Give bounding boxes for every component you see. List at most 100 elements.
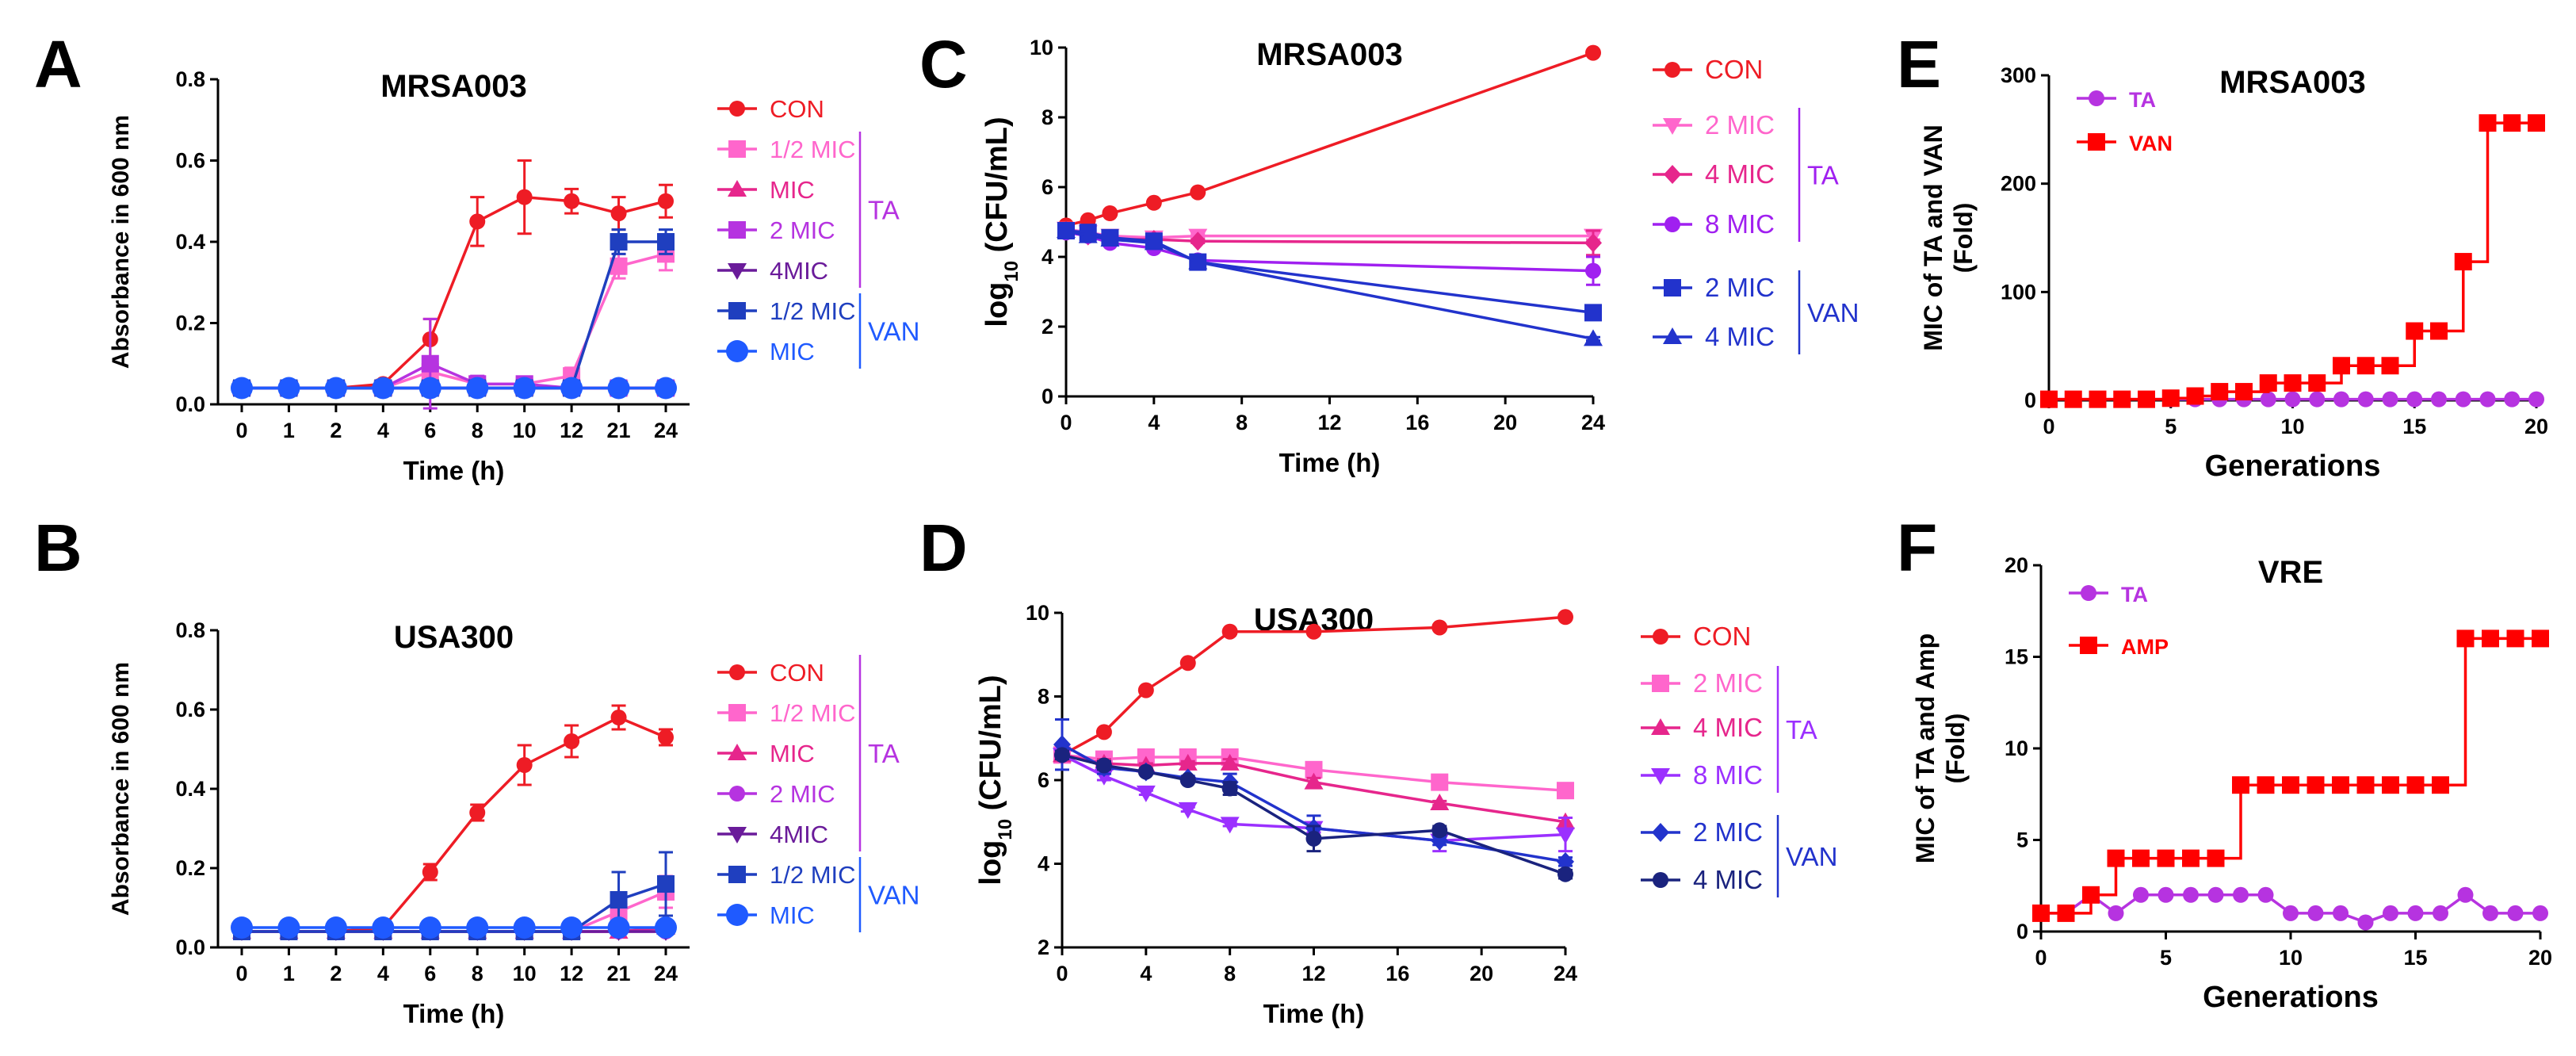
chart-F: F 0 5 10 15 20 0 5 10 15 20 VRE Generations MIC of TA… (1897, 511, 2552, 1014)
data-point (466, 377, 489, 400)
data-point (231, 377, 253, 400)
x-axis-label: Generations (2205, 450, 2381, 483)
x-tick-label: 15 (2403, 946, 2427, 970)
series-8-mic (1058, 224, 1601, 286)
data-point (2283, 905, 2299, 921)
data-point (1557, 782, 1574, 800)
series-line (1061, 615, 1566, 756)
data-point (1190, 184, 1206, 201)
legend-marker (728, 263, 747, 280)
legend-marker (1651, 768, 1670, 785)
legend-entry: AMP (2069, 635, 2169, 659)
x-tick-label: 8 (1224, 962, 1236, 985)
legend-entry: 2 MIC (1653, 110, 1775, 140)
x-tick-label: 20 (1493, 411, 1517, 434)
data-point (2431, 391, 2447, 407)
legend-group-label: TA (868, 196, 900, 225)
legend-entry: 2 MIC (1641, 668, 1763, 698)
data-point (2157, 886, 2174, 903)
legend-marker (728, 744, 747, 760)
legend-entry: CON (1653, 55, 1763, 84)
x-tick-label: 24 (1554, 962, 1577, 985)
legend-label: TA (2121, 583, 2148, 606)
data-point (1430, 794, 1450, 811)
data-point (1179, 772, 1196, 788)
data-point (657, 875, 675, 893)
data-point (2482, 629, 2499, 648)
legend-group-label: VAN (1807, 298, 1859, 327)
x-tick-label: 4 (377, 962, 389, 985)
y-tick-label: 6 (1041, 175, 1053, 199)
data-point (1584, 329, 1603, 346)
legend-marker (1664, 216, 1680, 232)
data-point (1220, 753, 1240, 771)
data-point (1137, 682, 1154, 698)
legend-marker (728, 180, 747, 197)
data-point (2356, 357, 2375, 375)
data-point (324, 916, 347, 939)
data-point (469, 213, 486, 230)
legend-entry: 4MIC (717, 821, 828, 848)
x-tick-label: 24 (654, 962, 678, 985)
data-point (2333, 905, 2349, 921)
data-point (564, 193, 580, 209)
y-axis-label: log10 (CFU/mL) (980, 117, 1022, 327)
chart-title: USA300 (394, 620, 514, 655)
y-tick-label: 0.6 (175, 149, 205, 173)
series-con (234, 704, 674, 939)
series-line (2041, 637, 2540, 915)
y-tick-label: 0.6 (175, 698, 205, 721)
x-tick-label: 2 (330, 419, 342, 442)
data-point (1557, 609, 1573, 626)
data-point (1137, 763, 1154, 780)
data-point (607, 916, 630, 939)
series-line (242, 252, 667, 390)
data-point (655, 916, 677, 939)
panel-letter-B: B (34, 511, 82, 585)
x-tick-label: 8 (1236, 411, 1248, 434)
legend-marker (728, 827, 747, 844)
data-point (2133, 886, 2149, 903)
data-point (610, 710, 627, 725)
x-tick-label: 12 (1301, 962, 1325, 985)
legend-label: 8 MIC (1705, 209, 1775, 239)
legend-label: 1/2 MIC (770, 297, 856, 325)
data-point (658, 729, 674, 745)
x-axis-label: Generations (2203, 981, 2379, 1014)
chart-title: MRSA003 (1256, 37, 1403, 72)
data-point (466, 916, 489, 939)
data-point (2138, 390, 2155, 408)
chart-A: A0.00.20.40.60.80 1 2 4 6 8 10 12 21 24MRSA003Tim… (34, 27, 919, 485)
legend-marker (1651, 718, 1670, 735)
legend-marker (2080, 637, 2097, 654)
y-axis-label: Absorbance in 600 nm (108, 115, 134, 369)
data-point (324, 377, 347, 400)
y-tick-label: 4 (1038, 852, 1049, 876)
legend-marker (1652, 823, 1669, 842)
panel-letter-E: E (1897, 27, 1941, 101)
data-point (564, 733, 580, 749)
series-line (242, 362, 666, 390)
data-point (2235, 383, 2253, 401)
y-tick-label: 0.2 (175, 856, 205, 880)
data-point (2309, 391, 2326, 407)
data-point (1585, 262, 1601, 279)
data-point (2506, 629, 2524, 648)
y-tick-label: 10 (1026, 601, 1049, 625)
legend-label: 4 MIC (1705, 322, 1775, 351)
x-tick-label: 1 (283, 962, 295, 985)
legend-label: 1/2 MIC (770, 861, 856, 889)
data-point (1102, 205, 1118, 221)
legend-marker (2088, 133, 2105, 151)
series-con (1058, 44, 1601, 234)
x-tick-label: 10 (2279, 946, 2303, 970)
data-point (2211, 383, 2229, 401)
legend-label: 4 MIC (1693, 713, 1763, 742)
legend-entry: 4 MIC (1653, 322, 1775, 351)
data-point (2161, 389, 2180, 407)
legend-entry: 1/2 MIC (717, 136, 856, 163)
series-line (1065, 228, 1593, 239)
data-point (2032, 904, 2050, 922)
